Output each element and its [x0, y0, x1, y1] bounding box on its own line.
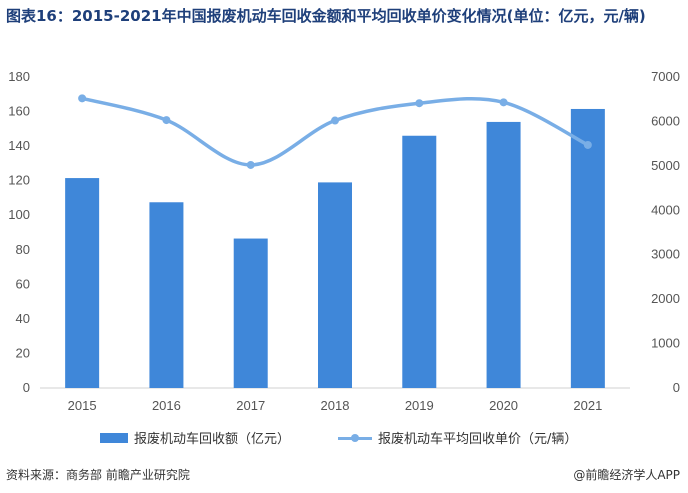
- x-tick-label: 2021: [573, 398, 602, 413]
- bar: [149, 202, 184, 388]
- bar: [486, 121, 521, 388]
- legend: 报废机动车回收额（亿元） 报废机动车平均回收单价（元/辆）: [0, 428, 688, 448]
- line-point: [78, 94, 87, 103]
- line-point: [499, 98, 508, 107]
- y-left-tick-label: 0: [23, 380, 30, 395]
- line-point: [331, 116, 339, 125]
- brand-credit: @前瞻经济学人APP: [573, 468, 680, 482]
- legend-bar-swatch: [100, 432, 128, 443]
- line-point: [162, 116, 171, 125]
- line-point: [415, 99, 424, 108]
- y-left-tick-label: 180: [8, 69, 30, 84]
- x-tick-label: 2019: [405, 398, 434, 413]
- y-right-tick-label: 2000: [651, 291, 680, 306]
- combo-chart: 0 20 40 60 80 100 120 140 160 180 0 1000 2000 3000 400…: [8, 69, 680, 413]
- x-tick-label: 2017: [236, 398, 265, 413]
- bar: [402, 135, 437, 388]
- legend-item-bar: 报废机动车回收额（亿元）: [100, 428, 290, 447]
- y-right-tick-label: 6000: [651, 113, 680, 128]
- y-left-tick-label: 140: [8, 138, 30, 153]
- bar: [570, 108, 605, 388]
- bar: [233, 238, 268, 388]
- y-right-tick-label: 5000: [651, 158, 680, 173]
- bar: [65, 178, 100, 388]
- y-left-tick-label: 20: [16, 345, 30, 360]
- x-tick-label: 2015: [68, 398, 97, 413]
- legend-bar-label: 报废机动车回收额（亿元）: [134, 432, 291, 447]
- y-left-tick-label: 40: [16, 311, 30, 326]
- y-left-tick-label: 100: [8, 207, 30, 222]
- y-right-tick-label: 0: [673, 380, 680, 395]
- legend-line-label: 报废机动车平均回收单价（元/辆）: [378, 432, 578, 447]
- line-point: [583, 140, 592, 149]
- bar: [318, 182, 352, 388]
- x-tick-label: 2020: [489, 398, 518, 413]
- footer: 资料来源：商务部 前瞻产业研究院 @前瞻经济学人APP: [0, 460, 688, 493]
- y-right-tick-label: 7000: [651, 69, 680, 84]
- y-right-tick-label: 3000: [651, 247, 680, 262]
- x-tick-label: 2016: [152, 398, 181, 413]
- legend-item-line: 报废机动车平均回收单价（元/辆）: [338, 428, 577, 447]
- x-tick-label: 2018: [321, 398, 350, 413]
- y-left-tick-label: 160: [8, 104, 30, 119]
- y-left-tick-label: 60: [16, 276, 30, 291]
- y-left-tick-label: 120: [8, 173, 30, 188]
- legend-line-swatch: [338, 433, 372, 443]
- y-right-tick-label: 1000: [651, 336, 680, 351]
- source-note: 资料来源：商务部 前瞻产业研究院: [6, 468, 190, 482]
- y-right-tick-label: 4000: [651, 202, 680, 217]
- chart-title: 图表16：2015-2021年中国报废机动车回收金额和平均回收单价变化情况(单位…: [6, 7, 646, 25]
- line-point: [246, 160, 255, 169]
- y-left-tick-label: 80: [16, 242, 30, 257]
